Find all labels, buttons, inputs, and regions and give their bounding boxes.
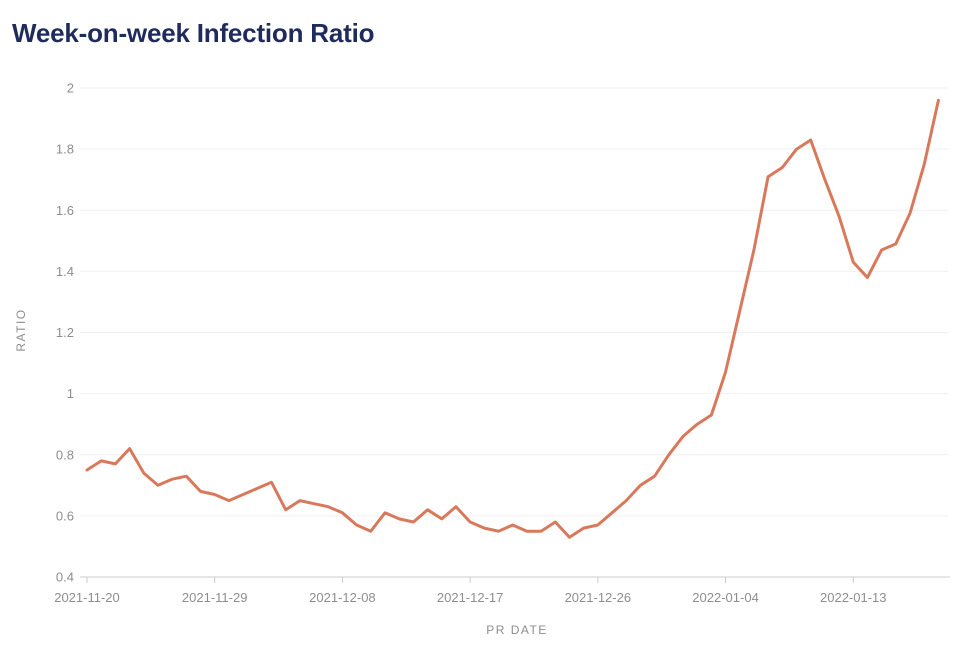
- y-tick-label: 2: [67, 81, 74, 96]
- y-tick-label: 1.2: [56, 325, 74, 340]
- chart-title: Week-on-week Infection Ratio: [12, 18, 375, 48]
- infection-ratio-series-line: [85, 98, 940, 539]
- y-tick-label: 1.8: [56, 142, 74, 157]
- y-axis-title: RATIO: [14, 308, 28, 351]
- x-tick-label: 2022-01-04: [692, 590, 759, 605]
- x-tick-label: 2022-01-13: [820, 590, 887, 605]
- x-tick-label: 2021-12-26: [565, 590, 632, 605]
- y-tick-label: 1.6: [56, 203, 74, 218]
- y-tick-label: 0.8: [56, 447, 74, 462]
- y-tick-label: 1.4: [56, 264, 74, 279]
- y-tick-label: 0.6: [56, 508, 74, 523]
- y-tick-label: 1: [67, 386, 74, 401]
- x-tick-label: 2021-12-08: [309, 590, 376, 605]
- x-tick-label: 2021-11-29: [182, 590, 248, 605]
- x-tick-label: 2021-11-20: [54, 590, 120, 605]
- y-tick-label: 0.4: [56, 570, 74, 585]
- x-tick-label: 2021-12-17: [437, 590, 504, 605]
- x-axis-title: PR DATE: [486, 623, 548, 637]
